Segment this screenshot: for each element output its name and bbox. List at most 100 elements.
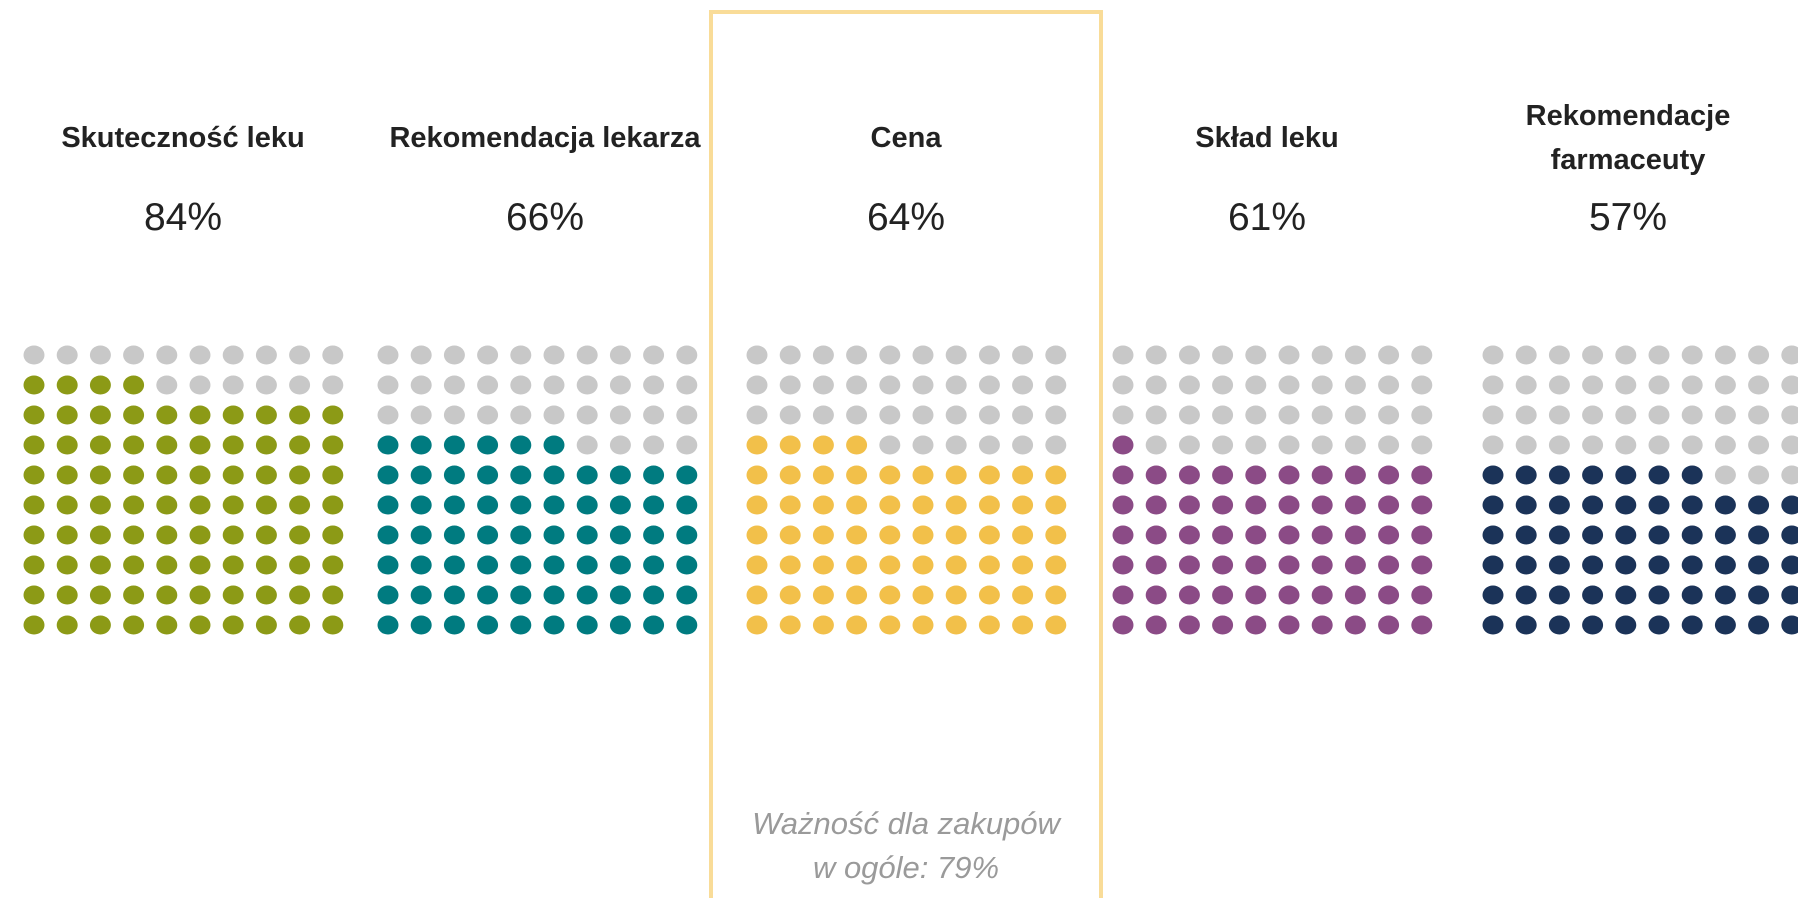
filled-dot [1411,615,1433,635]
filled-dot [443,585,465,605]
filled-dot [1278,525,1300,545]
filled-dot [1714,525,1736,545]
waffle [746,345,1067,635]
empty-dot [945,435,967,455]
empty-dot [879,405,901,425]
filled-dot [123,465,145,485]
filled-dot [609,525,631,545]
empty-dot [255,345,277,365]
empty-dot [643,345,665,365]
filled-dot [56,495,78,515]
filled-dot [222,465,244,485]
empty-dot [576,375,598,395]
filled-dot [1212,495,1234,515]
empty-dot [1411,435,1433,455]
filled-dot [1278,465,1300,485]
filled-dot [23,465,45,485]
filled-dot [222,585,244,605]
filled-dot [779,435,801,455]
filled-dot [846,585,868,605]
filled-dot [1278,555,1300,575]
filled-dot [746,615,768,635]
empty-dot [576,435,598,455]
empty-dot [1212,435,1234,455]
filled-dot [1012,495,1034,515]
filled-dot [1245,585,1267,605]
filled-dot [1748,585,1770,605]
filled-dot [676,555,698,575]
empty-dot [1411,375,1433,395]
filled-dot [746,525,768,545]
annotation: Ważność dla zakupów [752,806,1060,841]
filled-dot [1781,555,1798,575]
filled-dot [746,465,768,485]
filled-dot [1112,555,1134,575]
filled-dot [779,585,801,605]
filled-dot [443,495,465,515]
filled-dot [1245,615,1267,635]
filled-dot [443,615,465,635]
filled-dot [1548,495,1570,515]
empty-dot [676,405,698,425]
empty-dot [912,405,934,425]
filled-dot [322,435,344,455]
filled-dot [609,615,631,635]
filled-dot [410,555,432,575]
empty-dot [1311,345,1333,365]
filled-dot [576,615,598,635]
filled-dot [676,525,698,545]
filled-dot [1615,525,1637,545]
filled-dot [1278,495,1300,515]
filled-dot [377,555,399,575]
filled-dot [1112,585,1134,605]
filled-dot [746,585,768,605]
filled-dot [156,465,178,485]
filled-dot [879,615,901,635]
filled-dot [289,615,311,635]
filled-dot [477,495,499,515]
empty-dot [443,345,465,365]
filled-dot [222,495,244,515]
filled-dot [289,465,311,485]
filled-dot [543,465,565,485]
empty-dot [978,375,1000,395]
empty-dot [1344,345,1366,365]
filled-dot [377,525,399,545]
filled-dot [56,615,78,635]
filled-dot [746,435,768,455]
filled-dot [255,465,277,485]
empty-dot [1178,375,1200,395]
filled-dot [377,495,399,515]
filled-dot [23,495,45,515]
filled-dot [1515,525,1537,545]
empty-dot [377,345,399,365]
filled-dot [89,375,111,395]
filled-dot [879,525,901,545]
filled-dot [1245,495,1267,515]
empty-dot [1648,405,1670,425]
filled-dot [156,405,178,425]
filled-dot [322,495,344,515]
filled-dot [510,495,532,515]
empty-dot [978,435,1000,455]
empty-dot [1378,375,1400,395]
empty-dot [1178,405,1200,425]
filled-dot [1311,525,1333,545]
empty-dot [609,405,631,425]
filled-dot [510,585,532,605]
empty-dot [1515,405,1537,425]
empty-dot [609,345,631,365]
empty-dot [222,345,244,365]
empty-dot [1582,405,1604,425]
filled-dot [189,465,211,485]
empty-dot [443,405,465,425]
empty-dot [510,375,532,395]
filled-dot [89,435,111,455]
waffle [1112,345,1433,635]
empty-dot [156,375,178,395]
filled-dot [543,495,565,515]
empty-dot [643,375,665,395]
filled-dot [1681,615,1703,635]
highlight-box [709,10,1103,898]
filled-dot [477,555,499,575]
